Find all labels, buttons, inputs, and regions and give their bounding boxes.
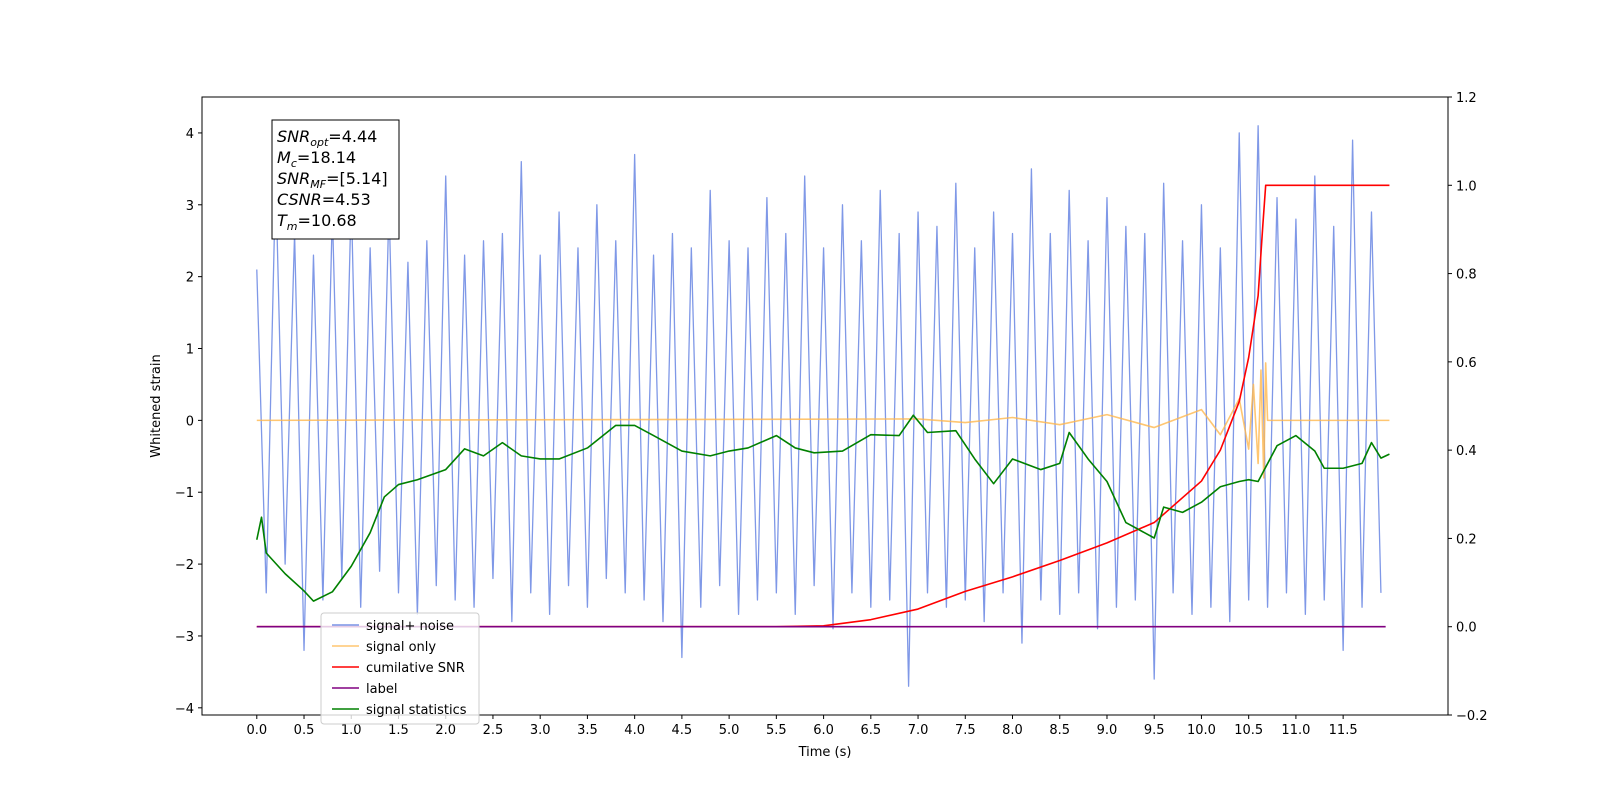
x-tick-label: 10.0 xyxy=(1187,723,1216,738)
annotation-subscript: MF xyxy=(310,178,326,191)
legend-box xyxy=(320,612,480,725)
y-tick-label: 1 xyxy=(186,343,194,358)
y-tick-label: −1 xyxy=(175,486,194,501)
annotation: SNRopt=4.44 xyxy=(277,127,377,149)
annotation-symbol: SNR xyxy=(277,127,310,146)
y2-tick-label: 1.2 xyxy=(1456,91,1477,106)
legend-label: signal+ noise xyxy=(366,619,454,634)
y2-tick-label: 0.4 xyxy=(1456,444,1477,459)
annotation-box xyxy=(271,119,400,240)
x-tick-label: 3.5 xyxy=(577,723,598,738)
x-tick-label: 8.5 xyxy=(1049,723,1070,738)
y2-tick-label: 0.0 xyxy=(1456,621,1477,636)
series-line xyxy=(256,414,1390,602)
annotation-text: =18.14 xyxy=(297,148,356,167)
x-tick-label: 7.0 xyxy=(908,723,929,738)
x-axis-label: Time (s) xyxy=(798,745,852,760)
y-tick-label: −2 xyxy=(175,558,194,573)
x-tick-label: 1.0 xyxy=(341,723,362,738)
y-tick-label: 4 xyxy=(186,127,194,142)
annotation-text: =[5.14] xyxy=(326,169,388,188)
series-line xyxy=(256,184,1390,628)
x-tick-label: 4.0 xyxy=(624,723,645,738)
x-tick-label: 9.0 xyxy=(1097,723,1118,738)
y-tick-label: 0 xyxy=(186,414,194,429)
x-tick-label: 9.5 xyxy=(1144,723,1165,738)
annotation-symbol: CSNR xyxy=(277,190,322,209)
x-tick-label: 8.0 xyxy=(1002,723,1023,738)
y2-tick-label: 0.2 xyxy=(1456,532,1477,547)
y-tick-label: 3 xyxy=(186,199,194,214)
legend-label: signal only xyxy=(366,640,436,655)
legend-label: signal statistics xyxy=(366,703,467,718)
annotation-symbol: SNR xyxy=(277,169,310,188)
annotation-text: =4.44 xyxy=(328,127,377,146)
x-tick-label: 4.5 xyxy=(672,723,693,738)
x-tick-label: 5.0 xyxy=(719,723,740,738)
annotation-symbol: T xyxy=(277,211,288,230)
y2-tick-label: 1.0 xyxy=(1456,179,1477,194)
annotation-subscript: opt xyxy=(310,136,329,149)
annotation: Tm=10.68 xyxy=(277,211,357,233)
y2-tick-label: −0.2 xyxy=(1456,709,1488,724)
annotation: SNRMF=[5.14] xyxy=(277,169,388,191)
x-tick-label: 6.5 xyxy=(860,723,881,738)
y-tick-label: 2 xyxy=(186,271,194,286)
x-tick-label: 0.0 xyxy=(246,723,267,738)
x-tick-label: 6.0 xyxy=(813,723,834,738)
x-tick-label: 11.0 xyxy=(1281,723,1310,738)
x-tick-label: 10.5 xyxy=(1234,723,1263,738)
annotation-text: =10.68 xyxy=(298,211,357,230)
y-tick-label: −4 xyxy=(175,702,194,717)
x-tick-label: 3.0 xyxy=(530,723,551,738)
annotation-symbol: M xyxy=(277,148,291,167)
y2-tick-label: 0.6 xyxy=(1456,356,1477,371)
annotation: Mc=18.14 xyxy=(277,148,356,170)
legend-label: cumilative SNR xyxy=(366,661,465,676)
series-line xyxy=(256,362,1390,479)
y2-tick-label: 0.8 xyxy=(1456,268,1477,283)
annotation-subscript: m xyxy=(287,220,298,233)
y-tick-label: −3 xyxy=(175,630,194,645)
series-line xyxy=(256,125,1382,687)
legend-label: label xyxy=(366,682,397,697)
x-tick-label: 11.5 xyxy=(1329,723,1358,738)
x-tick-label: 0.5 xyxy=(294,723,315,738)
x-tick-label: 5.5 xyxy=(766,723,787,738)
y-axis-label: Whitened strain xyxy=(149,354,164,457)
annotation: CSNR=4.53 xyxy=(277,190,371,209)
annotation-subscript: c xyxy=(291,157,297,170)
x-tick-label: 2.5 xyxy=(483,723,504,738)
plot-frame xyxy=(201,96,1449,716)
annotation-text: =4.53 xyxy=(322,190,371,209)
x-tick-label: 2.0 xyxy=(435,723,456,738)
x-tick-label: 1.5 xyxy=(388,723,409,738)
x-tick-label: 7.5 xyxy=(955,723,976,738)
